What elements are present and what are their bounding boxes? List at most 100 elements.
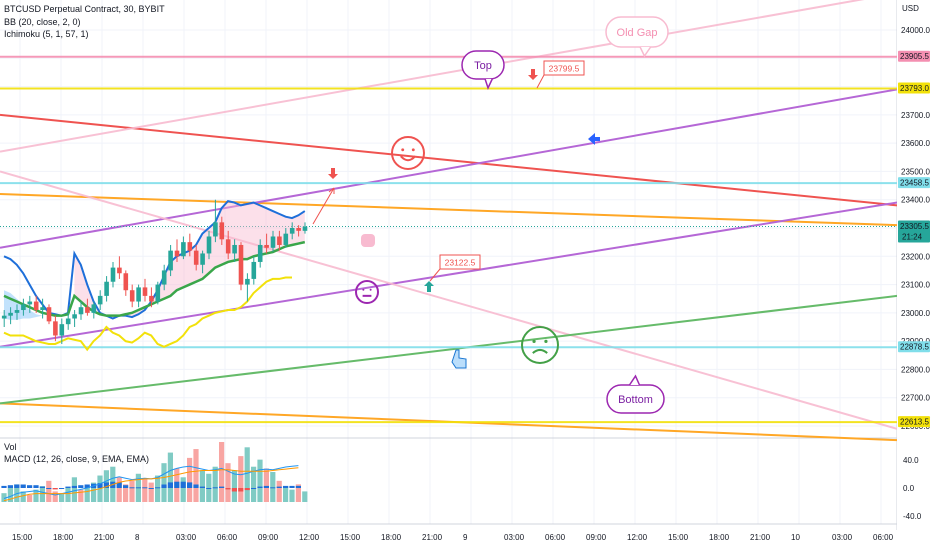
down-arrow-mid — [328, 168, 338, 179]
volume-bar — [206, 473, 212, 502]
macd-histogram-bar — [167, 482, 173, 488]
macd-histogram-bar — [148, 488, 154, 489]
candle-body — [264, 244, 269, 248]
macd-tick-label: 40.0 — [903, 456, 919, 465]
macd-histogram-bar — [193, 484, 199, 488]
price-tick-label: 22800.0 — [901, 365, 930, 374]
price-axis[interactable]: USD24000.023900.023800.023700.023600.023… — [897, 0, 932, 550]
trendline — [0, 88, 898, 249]
candle-body — [117, 267, 122, 274]
price-label-text: 22878.5 — [900, 343, 929, 352]
candle-body — [65, 318, 71, 325]
old-gap-bubble-tail — [639, 46, 652, 58]
bb-lower-line — [3, 276, 292, 352]
bollinger-fill — [74, 201, 305, 319]
bottom-bubble-text: Bottom — [618, 394, 653, 406]
candle-body — [181, 242, 186, 257]
old-gap-bubble-shape — [605, 16, 669, 48]
price-tag-23122-leader — [429, 268, 441, 282]
candle-body — [85, 307, 90, 313]
time-tick-label: 03:00 — [504, 533, 525, 542]
neutral-face-icon-outline — [355, 280, 379, 304]
macd-pane — [1, 465, 301, 502]
candle-body — [91, 304, 97, 313]
neutral-face-icon-eye — [369, 288, 372, 291]
confused-face-icon-outline — [521, 326, 559, 364]
time-tick-label: 21:00 — [422, 533, 443, 542]
trendlines[interactable] — [0, 0, 898, 442]
macd-legend[interactable]: MACD (12, 26, close, 9, EMA, EMA) — [4, 454, 150, 464]
macd-histogram-bar — [161, 484, 167, 488]
signal-line — [3, 467, 299, 502]
time-tick-label: 18:00 — [709, 533, 730, 542]
volume-legend[interactable]: Vol — [4, 442, 17, 452]
macd-histogram-bar — [257, 486, 263, 488]
annotations[interactable]: Old Gap Top Bottom 23799.5 23122.5 — [312, 16, 669, 414]
happy-face-icon-mouth — [400, 155, 416, 162]
price-tag-23122-text: 23122.5 — [445, 258, 476, 268]
macd-histogram-bar — [263, 485, 269, 488]
volume-bar — [257, 459, 263, 502]
time-axis[interactable]: 15:00 18:00 21:00 8 03:00 06:00 09:00 12:00 15:0… — [0, 523, 897, 542]
time-tick-label: 06:00 — [217, 533, 238, 542]
bb-upper-line — [3, 200, 306, 320]
volume-bar — [289, 489, 295, 502]
candle-body — [149, 295, 154, 302]
volume-bar — [129, 480, 135, 502]
macd-histogram-bar — [33, 485, 39, 488]
macd-histogram-bar — [78, 485, 84, 488]
price-tag-23122: 23122.5 — [439, 254, 481, 270]
candle-body — [8, 312, 13, 316]
projection-arrowhead — [328, 187, 335, 194]
candle-body — [129, 290, 135, 302]
candle-body — [78, 307, 84, 315]
neutral-face-icon-eye — [362, 288, 365, 291]
confused-face-icon-eye — [532, 339, 536, 344]
currency-label: USD — [902, 4, 919, 13]
volume-bar — [302, 491, 308, 502]
bollinger-bands — [3, 200, 306, 352]
macd-histogram-bar — [97, 483, 103, 488]
trendline — [0, 0, 865, 153]
time-tick-label: 10 — [791, 533, 800, 542]
candle-body — [245, 278, 250, 285]
candle-body — [97, 295, 103, 305]
candle-body — [161, 270, 167, 285]
candle-body — [283, 233, 289, 245]
price-label-box — [898, 50, 930, 62]
volume-bar — [161, 463, 167, 502]
horizontal-levels[interactable] — [0, 55, 897, 424]
volume-bar — [231, 470, 237, 502]
price-label-box — [898, 177, 930, 189]
candle-body — [59, 324, 65, 336]
ichimoku-legend[interactable]: Ichimoku (5, 1, 57, 1) — [4, 29, 89, 39]
happy-face-icon-eye — [411, 148, 415, 152]
macd-tick-label: 0.0 — [903, 484, 915, 493]
happy-face-icon-eye — [401, 148, 405, 152]
price-label-text: 23305.5 — [900, 222, 929, 231]
candle-body — [238, 244, 244, 285]
volume-bar — [52, 491, 58, 502]
bb-upper-fill — [74, 201, 305, 319]
top-bubble-tail — [484, 78, 493, 91]
time-tick-label: 03:00 — [832, 533, 853, 542]
pig-icon — [361, 234, 375, 247]
price-label-box — [898, 220, 930, 243]
time-tick-label: 15:00 — [12, 533, 33, 542]
candle-body — [46, 307, 52, 322]
volume-bar — [27, 494, 33, 502]
bb-legend[interactable]: BB (20, close, 2, 0) — [4, 17, 81, 27]
volume-bar — [295, 484, 301, 502]
volume-bar — [20, 491, 26, 502]
candle-body — [53, 321, 58, 336]
macd-histogram-bar — [225, 488, 231, 490]
candle-body — [232, 244, 237, 254]
time-tick-label: 21:00 — [94, 533, 115, 542]
old-gap-bubble-text: Old Gap — [617, 27, 658, 39]
macd-histogram-bar — [276, 486, 282, 488]
bottom-bubble: Bottom — [606, 374, 665, 414]
time-tick-label: 18:00 — [53, 533, 74, 542]
price-label-text: 23793.0 — [900, 84, 929, 93]
volume-bar — [46, 480, 52, 502]
